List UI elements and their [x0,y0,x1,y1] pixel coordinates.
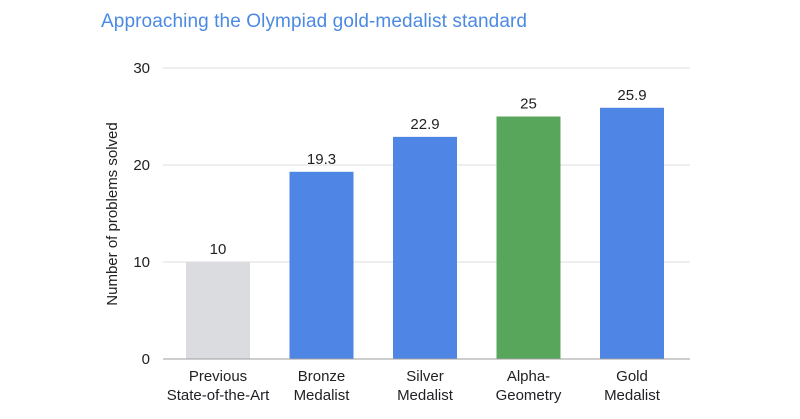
bar [186,262,250,359]
bars [186,107,664,360]
category-label: Medalist [397,387,454,404]
category-label: Silver [406,368,444,385]
y-tick-label: 30 [133,60,150,77]
labels: 0 10 20 30 10 Previous State-of-the-Art 19.3 Bro… [133,60,660,404]
bar-value-label: 22.9 [410,116,439,133]
y-axis-label: Number of problems solved [104,122,121,305]
bar [600,107,664,360]
bar [393,136,457,359]
category-label: Alpha- [507,368,550,385]
bar-value-label: 19.3 [307,151,336,168]
y-tick-label: 10 [133,254,150,271]
category-label: Gold [616,368,648,385]
bar-value-label: 25.9 [617,87,646,104]
y-tick-label: 20 [133,157,150,174]
category-label: Medalist [294,387,351,404]
category-label: Geometry [496,387,562,404]
y-tick-label: 0 [142,351,150,368]
bar [289,171,354,359]
category-label: State-of-the-Art [167,387,270,404]
category-label: Bronze [298,368,346,385]
category-label: Previous [189,368,247,385]
bar-value-label: 25 [520,96,537,113]
bar-value-label: 10 [210,241,227,258]
chart-title: Approaching the Olympiad gold-medalist s… [101,11,528,32]
category-label: Medalist [604,387,661,404]
bar [496,116,561,359]
